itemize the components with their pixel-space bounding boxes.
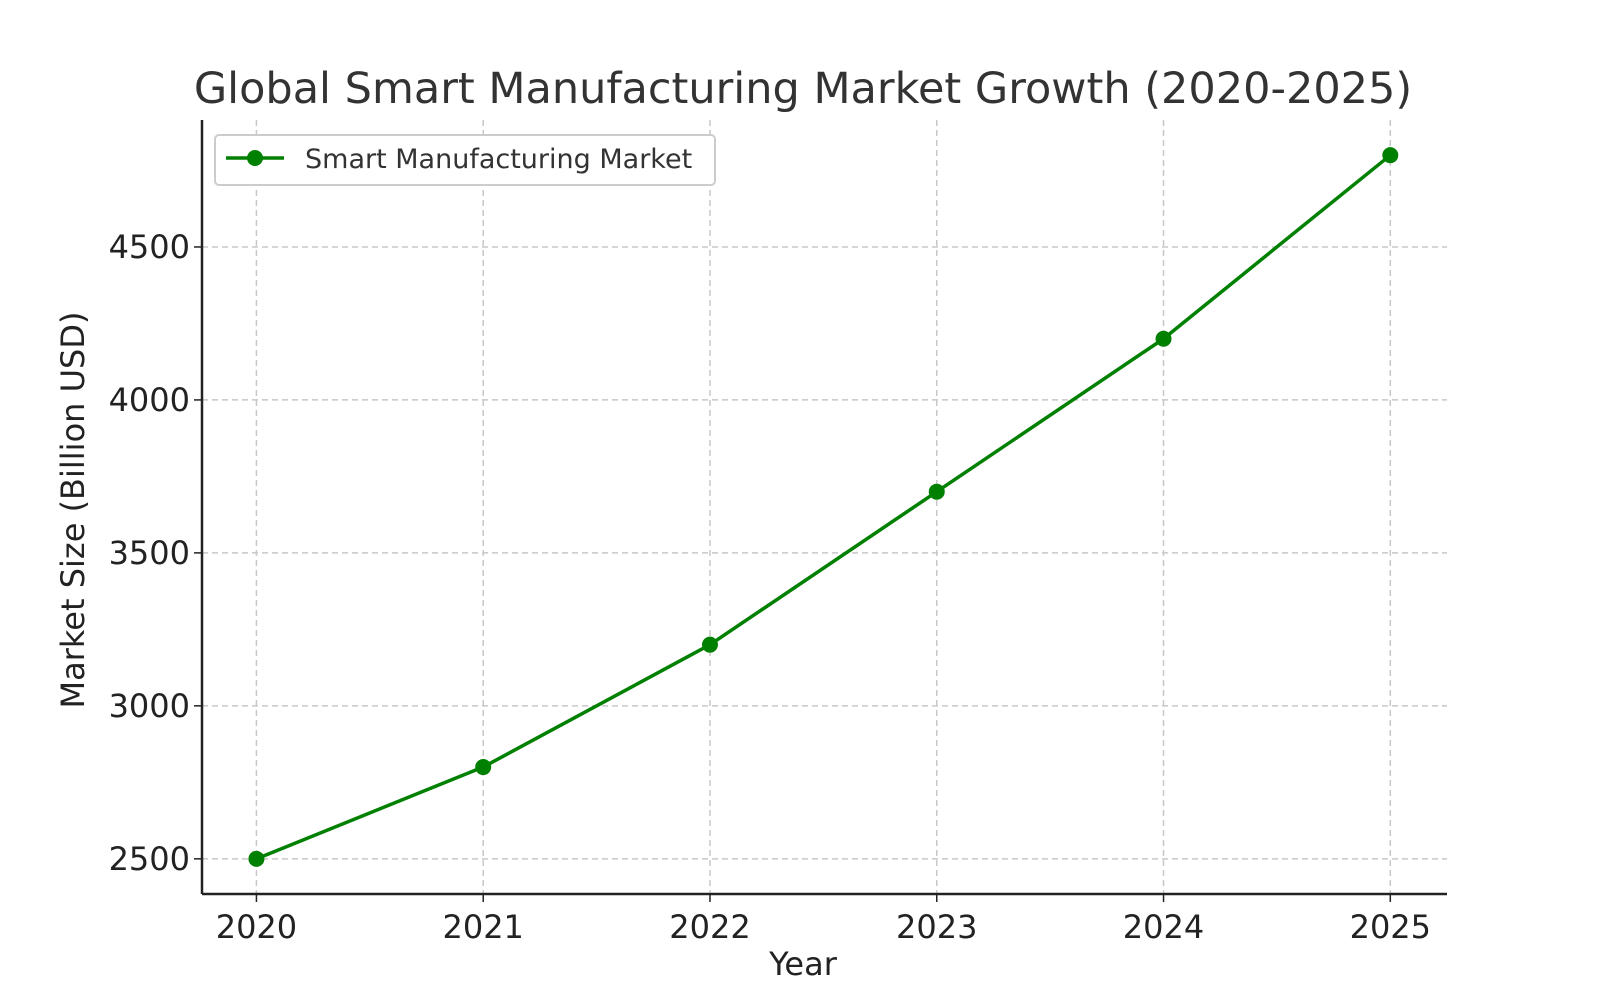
- legend-frame: [214, 134, 716, 186]
- y-tick-label: 3000: [109, 687, 190, 725]
- series-layer: [248, 147, 1399, 867]
- data-point: [475, 759, 492, 776]
- y-axis-label: Market Size (Billion USD): [54, 312, 92, 709]
- x-tick-label: 2025: [1350, 908, 1431, 946]
- x-tick-label: 2024: [1123, 908, 1204, 946]
- series-line: [255, 153, 1392, 861]
- legend-series-label: Smart Manufacturing Market: [305, 144, 692, 175]
- legend-marker-sample: [247, 150, 263, 166]
- data-point: [1382, 147, 1399, 164]
- data-point: [1155, 330, 1172, 347]
- data-point: [928, 483, 945, 500]
- y-tick-label: 4500: [109, 228, 190, 266]
- legend: Smart Manufacturing Market: [214, 134, 716, 186]
- axes-layer: [200, 120, 1447, 896]
- x-tick-label: 2020: [216, 908, 297, 946]
- data-point: [701, 636, 718, 653]
- x-tick-label: 2022: [669, 908, 750, 946]
- grid-layer: [202, 120, 1447, 894]
- x-axis-label: Year: [768, 945, 838, 983]
- x-tick-label: 2023: [896, 908, 977, 946]
- data-point: [248, 850, 265, 867]
- x-tick-label: 2021: [442, 908, 523, 946]
- chart-title: Global Smart Manufacturing Market Growth…: [194, 64, 1412, 114]
- y-tick-label: 2500: [109, 840, 190, 878]
- y-tick-label: 4000: [109, 381, 190, 419]
- y-tick-label: 3500: [109, 534, 190, 572]
- ticks-layer: 2020 2021 2022 2023 2024 2025 2500 3000 3500 4000…: [109, 228, 1431, 946]
